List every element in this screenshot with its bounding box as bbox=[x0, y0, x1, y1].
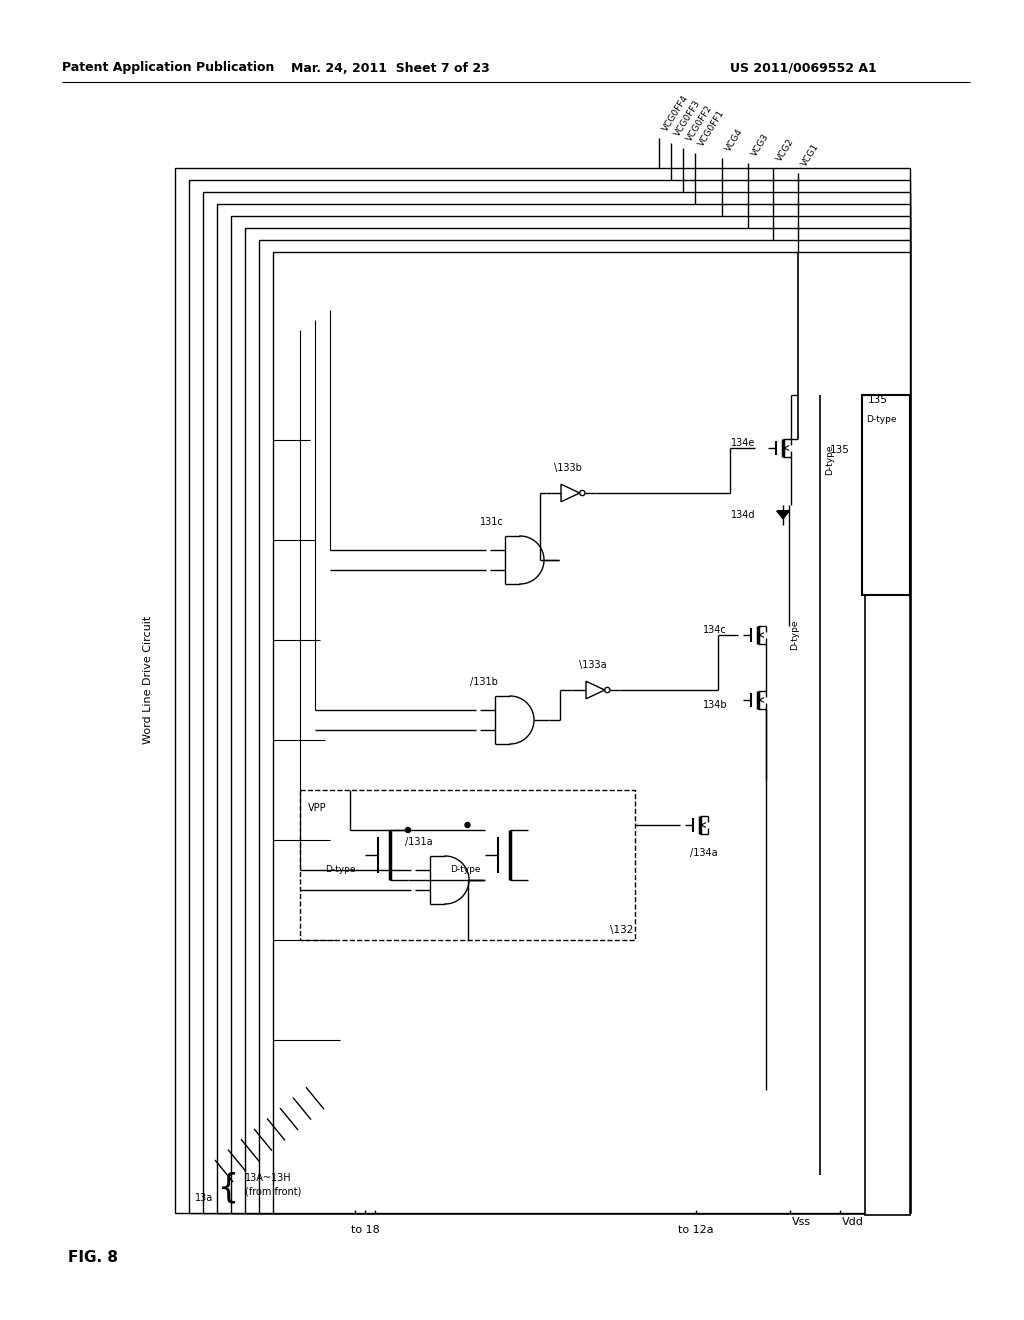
Text: /134a: /134a bbox=[690, 847, 718, 858]
Text: /131a: /131a bbox=[406, 837, 432, 847]
Bar bbox=[862, 395, 910, 595]
Text: {: { bbox=[217, 1172, 239, 1204]
Text: 134b: 134b bbox=[703, 700, 728, 710]
Text: FIG. 8: FIG. 8 bbox=[68, 1250, 118, 1266]
Text: Vss: Vss bbox=[792, 1217, 811, 1228]
Text: (from front): (from front) bbox=[245, 1187, 301, 1197]
Text: 131c: 131c bbox=[480, 517, 504, 527]
Text: US 2011/0069552 A1: US 2011/0069552 A1 bbox=[730, 62, 877, 74]
Text: D-type: D-type bbox=[825, 445, 835, 475]
Text: VCG0FF2: VCG0FF2 bbox=[685, 103, 715, 143]
Bar bbox=[231, 216, 910, 1213]
Text: 134e: 134e bbox=[731, 438, 756, 447]
Text: Patent Application Publication: Patent Application Publication bbox=[62, 62, 274, 74]
Bar bbox=[300, 789, 635, 940]
Bar bbox=[273, 252, 910, 1213]
Text: VCG0FF3: VCG0FF3 bbox=[673, 99, 702, 139]
Bar bbox=[865, 395, 910, 1214]
Text: 135: 135 bbox=[830, 445, 850, 455]
Bar bbox=[245, 228, 910, 1213]
Bar bbox=[175, 168, 910, 1213]
Text: VCG0FF4: VCG0FF4 bbox=[662, 94, 690, 133]
Circle shape bbox=[465, 822, 470, 828]
Text: \133b: \133b bbox=[554, 463, 582, 473]
Bar bbox=[217, 205, 910, 1213]
Text: 134c: 134c bbox=[703, 624, 727, 635]
Text: /131b: /131b bbox=[470, 677, 498, 686]
Text: VCG4: VCG4 bbox=[724, 127, 744, 153]
Bar bbox=[203, 191, 910, 1213]
Text: D-type: D-type bbox=[450, 866, 480, 874]
Text: to 18: to 18 bbox=[350, 1225, 379, 1236]
Text: VPP: VPP bbox=[308, 803, 327, 813]
Text: 134d: 134d bbox=[731, 510, 756, 520]
Text: 13a: 13a bbox=[195, 1193, 213, 1203]
Text: D-type: D-type bbox=[791, 620, 800, 651]
Polygon shape bbox=[776, 511, 790, 519]
Text: Mar. 24, 2011  Sheet 7 of 23: Mar. 24, 2011 Sheet 7 of 23 bbox=[291, 62, 489, 74]
Text: VCG3: VCG3 bbox=[750, 132, 771, 158]
Text: Vdd: Vdd bbox=[842, 1217, 864, 1228]
Text: 13A~13H: 13A~13H bbox=[245, 1173, 292, 1183]
Text: Word Line Drive Circuit: Word Line Drive Circuit bbox=[143, 616, 153, 744]
Circle shape bbox=[406, 828, 411, 833]
Text: 135: 135 bbox=[868, 395, 888, 405]
Text: D-type: D-type bbox=[325, 866, 355, 874]
Text: \132: \132 bbox=[610, 925, 634, 935]
Text: D-type: D-type bbox=[866, 416, 896, 425]
Bar bbox=[189, 180, 910, 1213]
Text: VCG0FF1: VCG0FF1 bbox=[697, 108, 726, 148]
Text: VCG1: VCG1 bbox=[800, 143, 821, 168]
Text: to 12a: to 12a bbox=[678, 1225, 714, 1236]
Text: \133a: \133a bbox=[579, 660, 606, 671]
Text: VCG2: VCG2 bbox=[775, 137, 796, 162]
Bar bbox=[259, 240, 910, 1213]
